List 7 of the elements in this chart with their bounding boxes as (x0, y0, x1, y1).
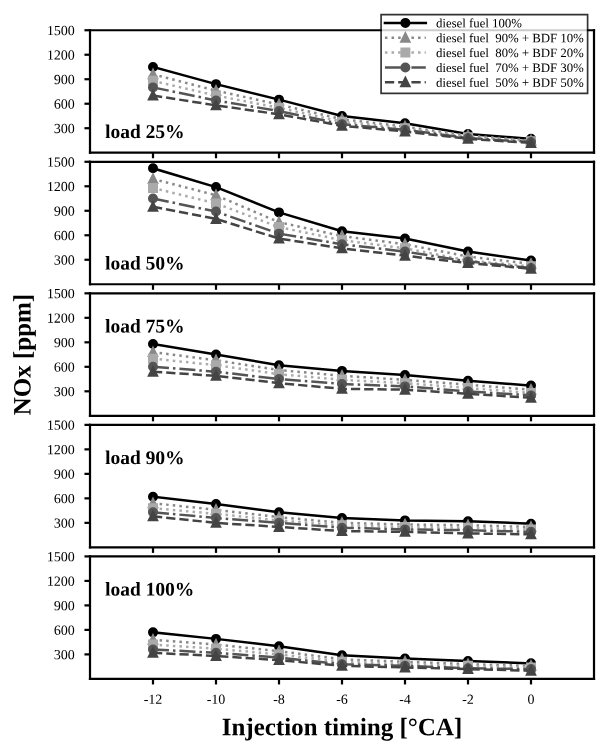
annotation: load 25% (105, 124, 183, 139)
annotation: load 90% (105, 450, 183, 465)
annotation: load 50% (105, 256, 183, 270)
annotation: load 100% (105, 582, 193, 596)
annotation: load 75% (105, 319, 183, 333)
y-axis-title: NOx [ppm] (13, 295, 36, 415)
x-axis-title: Injection timing [°CA] (222, 717, 461, 741)
